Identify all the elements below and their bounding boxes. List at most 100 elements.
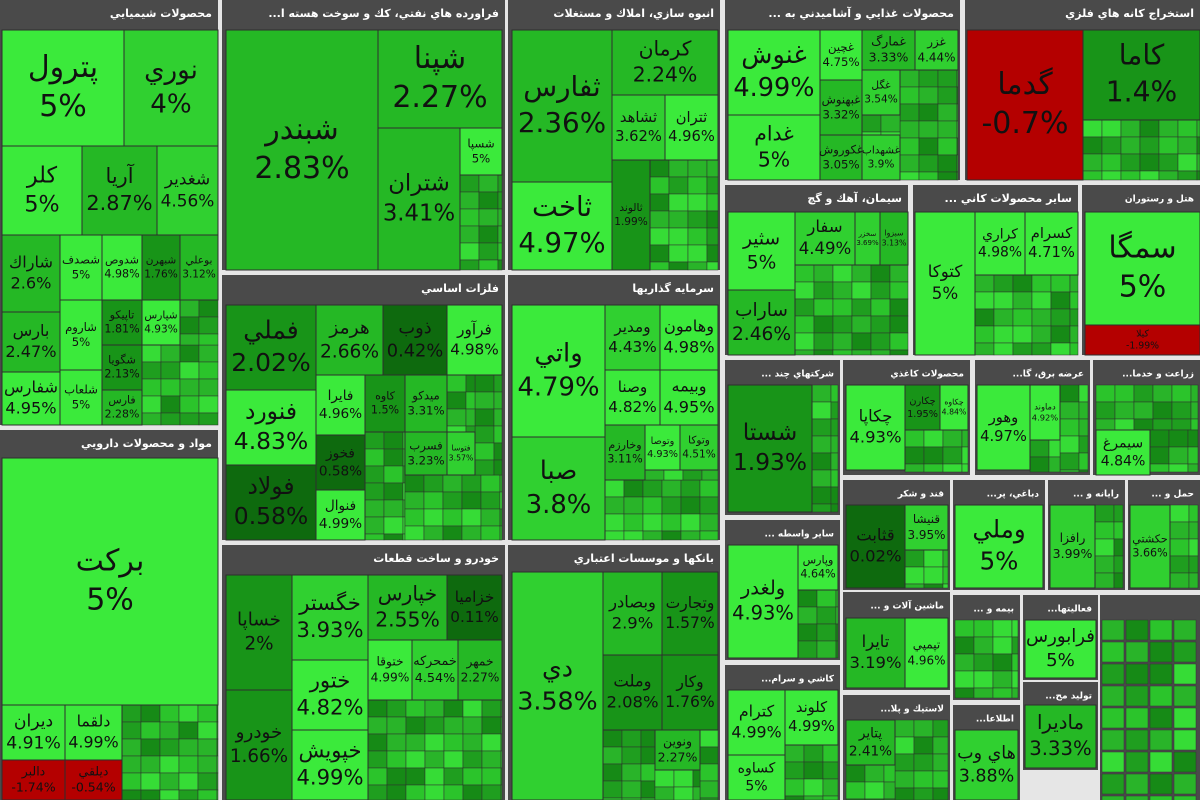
tile — [141, 234, 181, 301]
filler-cell — [993, 308, 1014, 327]
tile-value: 3.54% — [864, 93, 898, 105]
tile-name: غچين — [828, 40, 854, 55]
filler-cell — [687, 244, 708, 263]
filler-cell — [937, 69, 958, 88]
filler-cell — [604, 513, 625, 532]
filler-cell — [159, 789, 180, 800]
filler-cell — [493, 442, 503, 461]
tile-name: ثالوند — [619, 202, 642, 214]
filler-cell — [405, 784, 426, 800]
filler-cell — [954, 636, 975, 655]
filler-cell — [889, 281, 909, 300]
tile-name: ختوقا — [376, 655, 403, 670]
tile-name: وتجارت — [666, 594, 715, 613]
tile-name: گدما — [997, 67, 1053, 102]
tile — [974, 211, 1026, 276]
tile-name: حكشتي — [1132, 532, 1168, 545]
filler-cell — [198, 412, 219, 426]
filler-cell — [811, 452, 832, 471]
filler-cell — [845, 764, 866, 783]
filler-cell — [1139, 119, 1160, 138]
filler-cell — [861, 114, 882, 133]
tile-value: 4.99% — [371, 670, 410, 684]
filler-cell — [835, 623, 839, 642]
filler-cell — [706, 159, 719, 178]
sector-title: فراورده هاي نفتي، كك و سوخت هسته ا... — [268, 7, 499, 20]
sector-title: دباغي، پر... — [987, 490, 1040, 500]
tile-name: صبا — [540, 456, 578, 486]
filler-cell — [1114, 401, 1135, 420]
filler-cell — [668, 227, 689, 246]
filler-cell — [942, 549, 949, 568]
tile-name: خساپا — [237, 610, 281, 631]
filler-cell — [1050, 325, 1071, 344]
tile-value: 4.93% — [144, 323, 178, 335]
filler-cell — [474, 391, 495, 410]
filler-cell — [1050, 308, 1071, 327]
filler-cell — [954, 653, 975, 672]
filler-cell — [661, 496, 682, 515]
tile-name: كلر — [26, 163, 58, 189]
filler-cell — [478, 259, 499, 271]
tile — [904, 617, 949, 689]
filler-cell — [803, 795, 824, 800]
filler-cell — [1187, 463, 1199, 473]
tile-value: 4.98% — [978, 245, 1022, 261]
filler-cell — [1101, 641, 1125, 663]
filler-cell — [140, 772, 161, 791]
tile-value: 4.84% — [942, 408, 967, 417]
filler-cell — [913, 736, 934, 755]
tile-value: 4.95% — [663, 397, 714, 416]
filler-cell — [899, 137, 920, 156]
filler-cell — [889, 332, 909, 351]
tile-value: 2.83% — [254, 151, 349, 186]
sector-title: كاشي و سرام... — [761, 675, 835, 685]
filler-cell — [1120, 119, 1141, 138]
tile-name: سبزوا — [884, 228, 903, 237]
filler-cell — [1069, 342, 1079, 356]
tile-value: 4.75% — [822, 55, 859, 69]
filler-cell — [974, 274, 995, 293]
tile-value: 5% — [472, 152, 491, 166]
filler-cell — [141, 395, 162, 414]
tile-name: شلعاب — [64, 382, 98, 396]
filler-cell — [497, 208, 503, 227]
filler-cell — [499, 525, 503, 541]
filler-cell — [811, 486, 832, 505]
filler-cell — [822, 761, 839, 780]
sector-title: فلزات اساسي — [421, 282, 499, 295]
tile — [1084, 324, 1200, 356]
filler-cell — [423, 508, 444, 527]
filler-cell — [386, 716, 407, 735]
filler-cell — [443, 733, 464, 752]
sector-title: محصولات شيميايي — [110, 7, 212, 20]
tile-name: فايرا — [328, 388, 354, 404]
tile — [1, 371, 61, 426]
tile-value: 2.87% — [86, 191, 152, 215]
filler-cell — [1095, 384, 1116, 403]
filler-cell — [918, 69, 939, 88]
tile-value: 4.97% — [980, 428, 1027, 445]
filler-cell — [913, 787, 934, 800]
filler-cell — [899, 69, 920, 88]
filler-cell — [687, 210, 708, 229]
tile — [315, 434, 366, 491]
sector-title: عرضه برق، گا... — [1013, 368, 1084, 380]
filler-cell — [794, 315, 815, 334]
filler-cell — [1095, 418, 1116, 431]
filler-cell — [1095, 401, 1116, 420]
filler-cell — [1059, 469, 1080, 473]
tile-value: 2.27% — [392, 80, 487, 115]
filler-cell — [197, 721, 218, 740]
filler-cell — [1120, 136, 1141, 155]
filler-cell — [644, 469, 665, 481]
sector-title: قند و شكر — [897, 490, 944, 500]
tile — [315, 489, 366, 541]
filler-cell — [1125, 685, 1149, 707]
filler-cell — [1133, 418, 1154, 431]
tile-name: سخزر — [858, 230, 877, 238]
filler-cell — [1012, 325, 1033, 344]
filler-cell — [992, 619, 1013, 638]
tile-name: شتران — [388, 171, 450, 197]
sector-title: لاستيك و پلا... — [880, 705, 944, 715]
